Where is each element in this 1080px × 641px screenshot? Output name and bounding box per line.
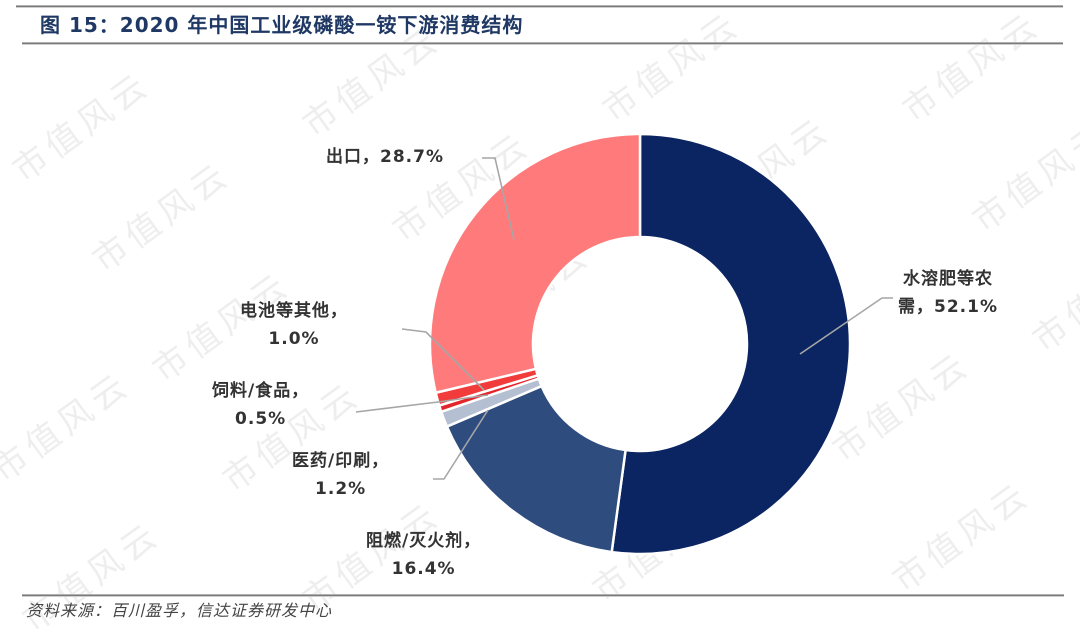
label-export: 出口，28.7% — [326, 143, 444, 171]
leader-lines — [355, 157, 893, 480]
label-agri-line2: 需，52.1% — [898, 297, 998, 317]
label-battery: 电池等其他， 1.0% — [240, 297, 348, 353]
leader-line-agri — [799, 297, 893, 355]
label-feed-line1: 饲料/食品， — [212, 381, 310, 401]
top-rule — [16, 5, 1063, 8]
leader-line-export — [482, 157, 515, 241]
label-flame-line2: 16.4% — [391, 559, 456, 579]
label-battery-line1: 电池等其他， — [240, 301, 348, 321]
title-rule — [22, 42, 1063, 45]
leader-line-pharma — [433, 409, 489, 480]
label-flame-line1: 阻燃/灭火剂， — [366, 531, 482, 551]
label-pharma-line1: 医药/印刷， — [292, 451, 390, 471]
label-feed: 饲料/食品， 0.5% — [212, 377, 309, 433]
donut-slice — [610, 132, 852, 556]
leader-line-battery — [401, 328, 485, 391]
label-agri: 水溶肥等农 需，52.1% — [898, 265, 998, 321]
chart-title: 图 15：2020 年中国工业级磷酸一铵下游消费结构 — [40, 13, 524, 37]
label-feed-line2: 0.5% — [235, 409, 287, 429]
donut-slice — [428, 132, 642, 395]
label-agri-line1: 水溶肥等农 — [902, 269, 993, 289]
label-export-text: 出口，28.7% — [326, 147, 444, 167]
donut-slices — [428, 132, 852, 556]
donut-slice — [445, 384, 627, 554]
footer-rule — [22, 594, 1064, 597]
leader-line-feed — [355, 394, 489, 413]
label-battery-line2: 1.0% — [268, 329, 320, 349]
label-pharma: 医药/印刷， 1.2% — [292, 447, 389, 503]
label-pharma-line2: 1.2% — [315, 479, 367, 499]
label-flame: 阻燃/灭火剂， 16.4% — [366, 527, 481, 583]
source-note: 资料来源：百川盈孚，信达证券研发中心 — [26, 601, 333, 620]
